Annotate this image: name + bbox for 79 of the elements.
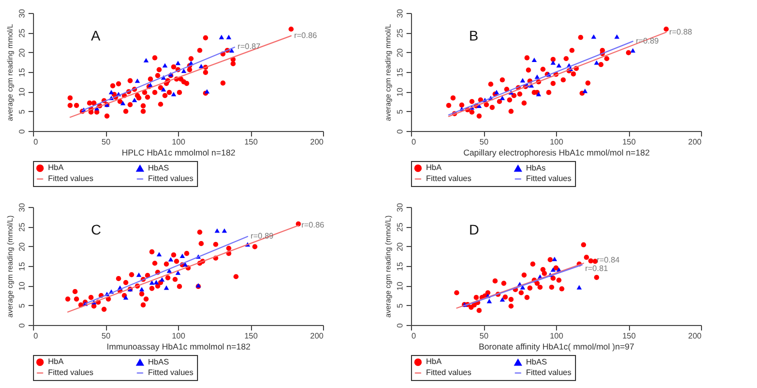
legend-label: Fitted values bbox=[426, 368, 472, 377]
y-tick-label: 30 bbox=[18, 8, 26, 18]
y-tick-label: 20 bbox=[396, 48, 404, 58]
x-axis-title: Immunoassay HbA1c mmolmol n=182 bbox=[106, 342, 251, 352]
y-tick-label: 20 bbox=[18, 242, 26, 252]
x-tick-label: 200 bbox=[688, 332, 702, 340]
annotation: r=0.87 bbox=[238, 42, 262, 52]
x-tick-label: 200 bbox=[310, 332, 324, 340]
legend-label: HbA bbox=[48, 357, 64, 366]
x-tick-label: 200 bbox=[688, 138, 702, 146]
y-tick-label: 30 bbox=[18, 202, 26, 212]
x-tick-label: 150 bbox=[622, 138, 636, 146]
x-tick-label: 50 bbox=[480, 138, 489, 146]
x-axis-title: HPLC HbA1c mmolmol n=182 bbox=[122, 148, 236, 158]
annotation: r=0.86 bbox=[301, 220, 325, 230]
x-tick-label: 50 bbox=[480, 332, 489, 340]
annotation: r=0.89 bbox=[250, 232, 274, 240]
x-tick-label: 50 bbox=[102, 332, 111, 340]
annotation: B bbox=[469, 28, 478, 44]
annotation: D bbox=[469, 222, 480, 238]
legend-label: HbAS bbox=[148, 163, 169, 172]
legend-label: Fitted values bbox=[148, 368, 194, 377]
legend-label: HbAs bbox=[526, 163, 546, 172]
x-tick-label: 0 bbox=[412, 138, 416, 146]
y-tick-label: 30 bbox=[396, 202, 404, 212]
y-tick-label: 0 bbox=[18, 128, 26, 134]
legend-label: HbAS bbox=[148, 357, 169, 366]
y-tick-label: 5 bbox=[396, 303, 404, 308]
y-tick-label: 0 bbox=[396, 322, 404, 328]
legend-label: HbA bbox=[426, 357, 442, 366]
y-tick-label: 15 bbox=[18, 68, 26, 77]
y-tick-label: 5 bbox=[396, 109, 404, 114]
y-tick-label: 0 bbox=[396, 128, 404, 134]
annotation: C bbox=[91, 222, 102, 238]
x-tick-label: 150 bbox=[244, 332, 258, 340]
y-tick-label: 5 bbox=[18, 303, 26, 308]
legend-label: HbAS bbox=[526, 357, 547, 366]
x-tick-label: 100 bbox=[550, 332, 564, 340]
x-tick-label: 100 bbox=[550, 138, 564, 146]
y-tick-label: 5 bbox=[18, 109, 26, 114]
x-tick-label: 0 bbox=[412, 332, 416, 340]
x-axis-title: Capillary electrophoresis HbA1c mmol/mol n=182 bbox=[463, 148, 650, 158]
annotation: r=0.84 bbox=[596, 255, 620, 264]
y-tick-label: 10 bbox=[18, 281, 26, 291]
y-tick-label: 15 bbox=[396, 68, 404, 77]
legend-label: Fitted values bbox=[148, 174, 194, 183]
y-tick-label: 25 bbox=[396, 222, 404, 232]
y-tick-label: 10 bbox=[396, 87, 404, 97]
x-axis-title: Boronate affinity HbA1c( mmol/mol )n=97 bbox=[478, 342, 635, 352]
y-tick-label: 20 bbox=[396, 242, 404, 252]
annotation: r=0.81 bbox=[585, 264, 609, 274]
y-tick-label: 20 bbox=[18, 48, 26, 58]
y-tick-label: 30 bbox=[396, 8, 404, 18]
legend-label: HbA bbox=[426, 163, 442, 172]
y-tick-label: 15 bbox=[18, 262, 26, 271]
legend-label: Fitted values bbox=[526, 174, 572, 183]
x-tick-label: 150 bbox=[622, 332, 636, 340]
legend-label: Fitted values bbox=[48, 174, 94, 183]
legend-label: HbA bbox=[48, 163, 64, 172]
legend-label: Fitted values bbox=[48, 368, 94, 377]
x-tick-label: 50 bbox=[102, 138, 111, 146]
legend-label: Fitted values bbox=[526, 368, 572, 377]
y-tick-label: 10 bbox=[18, 87, 26, 97]
x-tick-label: 0 bbox=[34, 138, 38, 146]
x-tick-label: 100 bbox=[172, 138, 186, 146]
annotation: A bbox=[91, 28, 101, 44]
y-tick-label: 15 bbox=[396, 262, 404, 271]
annotation: r=0.88 bbox=[669, 27, 693, 36]
y-tick-label: 25 bbox=[18, 28, 26, 38]
x-tick-label: 200 bbox=[310, 138, 324, 146]
y-tick-label: 25 bbox=[18, 222, 26, 232]
x-tick-label: 150 bbox=[244, 138, 258, 146]
legend-label: Fitted values bbox=[426, 174, 472, 183]
y-tick-label: 0 bbox=[18, 322, 26, 328]
y-tick-label: 25 bbox=[396, 28, 404, 38]
x-tick-label: 0 bbox=[34, 332, 38, 340]
x-tick-label: 100 bbox=[172, 332, 186, 340]
annotation: r=0.86 bbox=[294, 30, 318, 40]
y-tick-label: 10 bbox=[396, 281, 404, 291]
